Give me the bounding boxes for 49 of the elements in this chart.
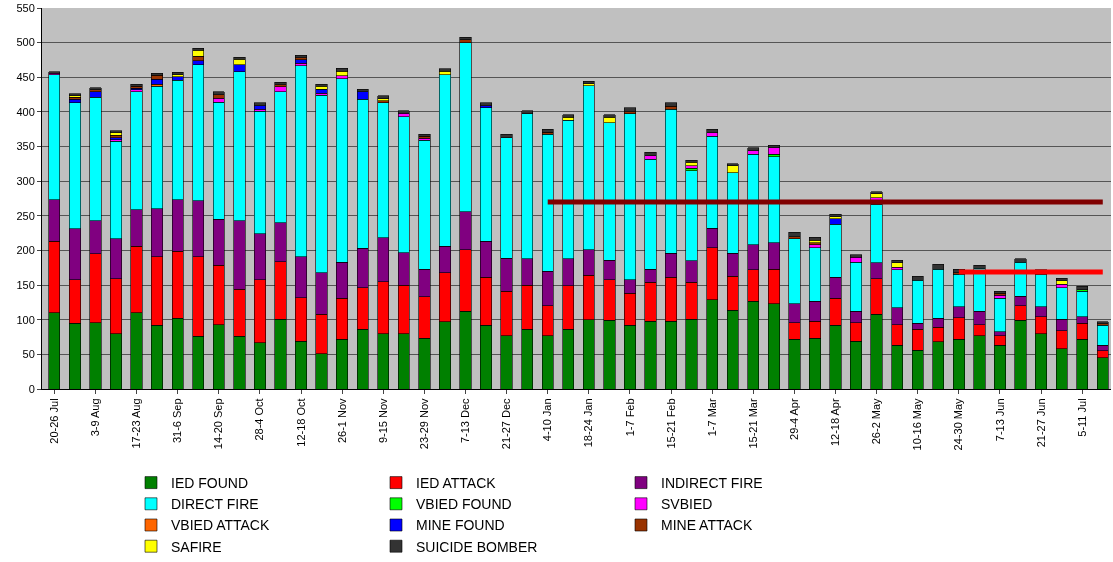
x-tick-label: 4-10 Jan: [541, 398, 554, 442]
x-tick-label: 1-7 Mar: [705, 398, 718, 437]
x-tick-label: 17-23 Aug: [130, 398, 143, 449]
x-tick-label: 20-26 Jul: [47, 398, 60, 444]
x-tick-label: 10-16 May: [911, 397, 924, 451]
legend-label: SVBIED: [661, 496, 713, 513]
y-tick-label: 300: [16, 175, 35, 188]
x-tick-label: 7-13 Jun: [993, 398, 1006, 442]
legend-label: IED ATTACK: [416, 475, 497, 492]
legend-label: VBIED FOUND: [416, 496, 512, 513]
y-tick-label: 500: [16, 36, 35, 49]
x-tick-label: 24-30 May: [952, 397, 965, 451]
x-tick-label: 1-7 Feb: [623, 398, 636, 437]
x-tick-label: 29-4 Apr: [787, 398, 800, 440]
y-tick-label: 450: [16, 71, 35, 84]
y-tick-label: 100: [16, 313, 35, 326]
x-tick-label: 26-2 May: [870, 397, 883, 445]
y-tick-label: 400: [16, 105, 35, 118]
legend-label: SAFIRE: [171, 538, 222, 555]
legend-label: DIRECT FIRE: [171, 496, 259, 513]
y-tick-label: 250: [16, 209, 35, 222]
x-tick-label: 28-4 Oct: [253, 398, 266, 441]
y-tick-label: 0: [28, 382, 35, 395]
x-tick-label: 21-27 Dec: [500, 397, 513, 450]
x-tick-label: 26-1 Nov: [335, 397, 348, 444]
x-tick-label: 12-18 Apr: [829, 398, 842, 447]
x-tick-label: 15-21 Feb: [664, 398, 677, 449]
x-tick-label: 5-11 Jul: [1075, 398, 1088, 437]
y-tick-label: 550: [16, 1, 35, 14]
x-tick-label: 12-18 Oct: [294, 398, 307, 447]
x-tick-label: 7-13 Dec: [459, 397, 472, 444]
x-tick-label: 23-29 Nov: [417, 397, 430, 450]
y-tick-label: 350: [16, 140, 35, 153]
x-tick-label: 9-15 Nov: [376, 397, 389, 444]
y-tick-label: 150: [16, 278, 35, 291]
x-tick-label: 31-6 Sep: [171, 398, 184, 444]
x-tick-label: 3-9 Aug: [89, 398, 102, 437]
legend-label: INDIRECT FIRE: [661, 475, 763, 492]
x-tick-label: 15-21 Mar: [746, 398, 759, 449]
x-tick-label: 18-24 Jan: [582, 398, 595, 448]
legend-label: MINE FOUND: [416, 517, 505, 534]
legend-label: MINE ATTACK: [661, 517, 753, 534]
legend-label: IED FOUND: [171, 475, 248, 492]
y-tick-label: 50: [22, 348, 35, 361]
x-tick-label: 14-20 Sep: [212, 398, 225, 450]
legend-label: VBIED ATTACK: [171, 517, 270, 534]
x-tick-label: 21-27 Jun: [1034, 398, 1047, 448]
y-tick-label: 200: [16, 244, 35, 257]
legend-label: SUICIDE BOMBER: [416, 538, 538, 555]
